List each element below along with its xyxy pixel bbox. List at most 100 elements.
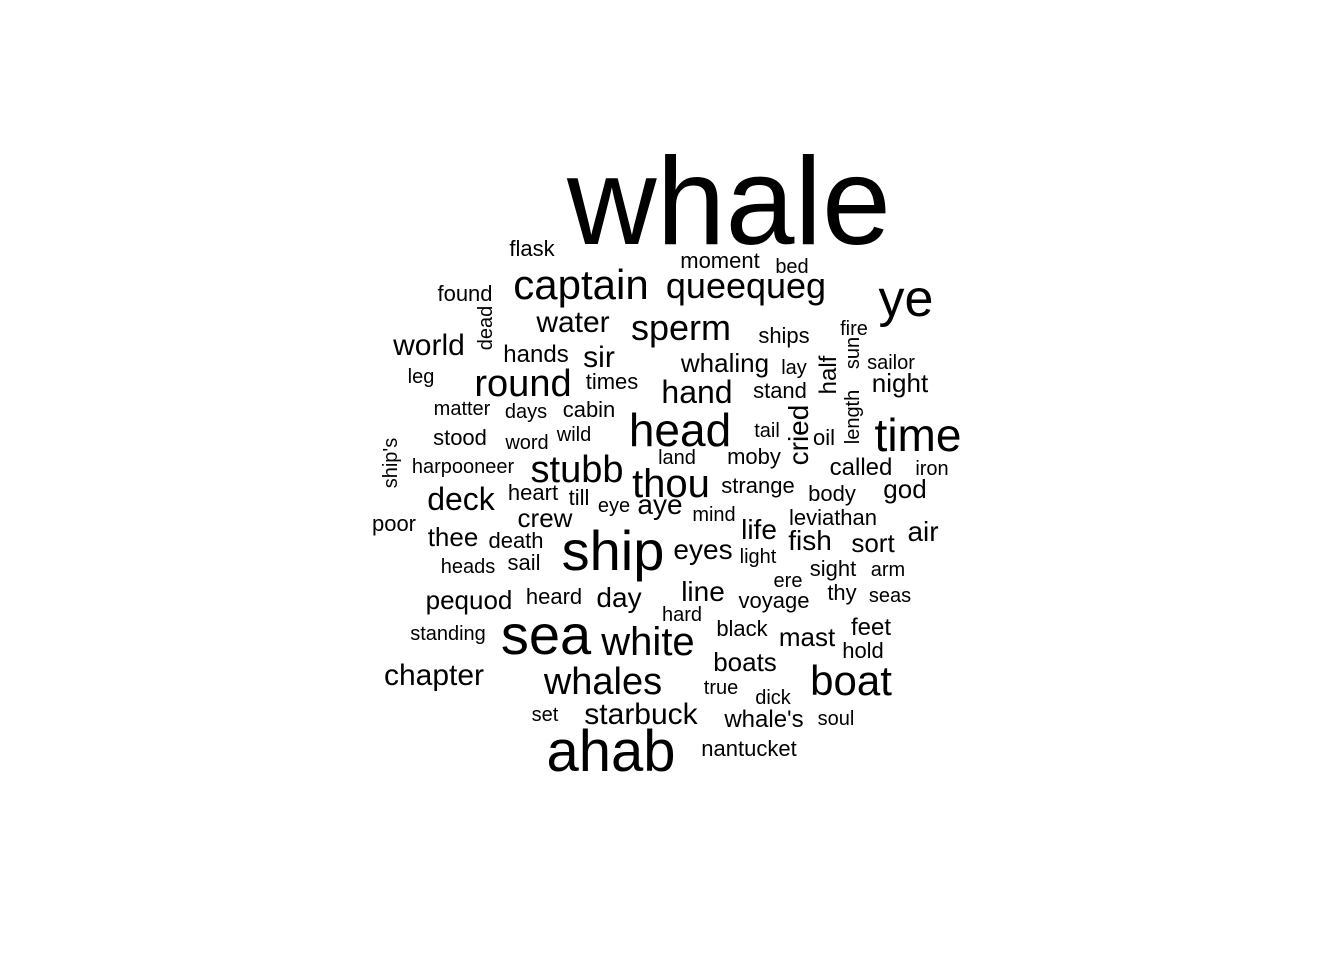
cloud-word: land bbox=[658, 447, 696, 469]
cloud-word: sight bbox=[810, 556, 856, 581]
cloud-word: seas bbox=[869, 585, 911, 607]
cloud-word: half bbox=[815, 355, 842, 394]
cloud-word: night bbox=[872, 368, 929, 398]
cloud-word: tail bbox=[754, 420, 780, 442]
cloud-word: moment bbox=[680, 248, 759, 273]
cloud-word: day bbox=[596, 582, 641, 613]
cloud-word: days bbox=[505, 401, 547, 423]
cloud-word: ye bbox=[879, 270, 934, 328]
cloud-word: aye bbox=[637, 489, 682, 520]
cloud-word: flask bbox=[509, 236, 555, 261]
cloud-word: hand bbox=[661, 374, 732, 410]
cloud-word: set bbox=[532, 704, 559, 726]
cloud-word: oil bbox=[813, 425, 835, 450]
cloud-word: captain bbox=[513, 261, 648, 308]
cloud-word: standing bbox=[410, 623, 486, 645]
cloud-word: boats bbox=[713, 647, 777, 677]
cloud-word: sort bbox=[851, 528, 895, 558]
cloud-word: ship bbox=[562, 519, 665, 582]
cloud-word: queequeg bbox=[666, 265, 826, 306]
cloud-word: fire bbox=[840, 318, 868, 340]
cloud-word: length bbox=[842, 390, 864, 445]
cloud-word: lay bbox=[781, 357, 807, 379]
cloud-word: harpooneer bbox=[412, 456, 515, 478]
cloud-word: true bbox=[704, 677, 738, 699]
cloud-word: iron bbox=[915, 458, 948, 480]
cloud-word: line bbox=[681, 576, 725, 607]
cloud-word: thou bbox=[632, 462, 710, 506]
cloud-word: heard bbox=[526, 584, 582, 609]
cloud-word: air bbox=[907, 516, 938, 547]
cloud-word: eyes bbox=[673, 534, 732, 565]
cloud-word: light bbox=[740, 546, 777, 568]
cloud-word: world bbox=[392, 329, 465, 362]
cloud-word: death bbox=[488, 528, 543, 553]
cloud-word: whale bbox=[566, 133, 891, 271]
cloud-word: hold bbox=[842, 638, 884, 663]
cloud-word: ship's bbox=[380, 438, 402, 489]
cloud-word: feet bbox=[851, 614, 891, 641]
cloud-word: hard bbox=[662, 604, 702, 626]
cloud-word: heads bbox=[441, 556, 496, 578]
cloud-word: found bbox=[437, 281, 492, 306]
cloud-word: wild bbox=[556, 424, 591, 446]
cloud-word: black bbox=[716, 616, 768, 641]
cloud-word: sir bbox=[583, 341, 615, 374]
cloud-word: crew bbox=[518, 503, 573, 533]
cloud-word: matter bbox=[434, 398, 491, 420]
cloud-word: arm bbox=[871, 559, 905, 581]
cloud-word: moby bbox=[727, 444, 781, 469]
cloud-word: thee bbox=[428, 522, 479, 552]
cloud-word: boat bbox=[810, 657, 892, 704]
cloud-word: round bbox=[474, 363, 571, 405]
cloud-word: cried bbox=[783, 405, 814, 466]
cloud-word: sailor bbox=[867, 352, 915, 374]
cloud-word: whale's bbox=[723, 706, 803, 733]
cloud-word: stood bbox=[433, 425, 487, 450]
cloud-word: strange bbox=[721, 473, 794, 498]
cloud-word: sea bbox=[501, 603, 592, 666]
cloud-word: deck bbox=[427, 481, 496, 517]
cloud-word: leviathan bbox=[789, 505, 877, 530]
cloud-word: chapter bbox=[384, 659, 484, 692]
cloud-word: body bbox=[808, 481, 856, 506]
cloud-word: god bbox=[883, 474, 926, 504]
cloud-word: word bbox=[504, 432, 548, 454]
cloud-word: eye bbox=[598, 495, 630, 517]
cloud-word: time bbox=[875, 409, 962, 461]
cloud-word: hands bbox=[503, 341, 568, 368]
cloud-word: mast bbox=[779, 622, 836, 652]
cloud-word: sperm bbox=[631, 307, 731, 348]
cloud-word: water bbox=[535, 306, 609, 339]
cloud-word: ere bbox=[774, 570, 803, 592]
cloud-word: cabin bbox=[563, 397, 616, 422]
cloud-word: soul bbox=[818, 708, 855, 730]
cloud-word: sun bbox=[842, 337, 864, 369]
cloud-word: bed bbox=[775, 256, 808, 278]
cloud-word: dick bbox=[755, 687, 792, 709]
cloud-word: called bbox=[830, 454, 893, 481]
cloud-word: life bbox=[741, 514, 777, 545]
cloud-word: till bbox=[569, 485, 590, 510]
cloud-word: whaling bbox=[680, 348, 769, 378]
cloud-word: heart bbox=[508, 480, 558, 505]
cloud-word: head bbox=[629, 404, 731, 456]
cloud-word: stand bbox=[753, 378, 807, 403]
cloud-word: mind bbox=[692, 504, 735, 526]
cloud-word: times bbox=[586, 369, 639, 394]
cloud-word: dead bbox=[475, 306, 497, 351]
cloud-word: sail bbox=[507, 550, 540, 575]
cloud-word: white bbox=[600, 620, 694, 664]
cloud-word: poor bbox=[372, 511, 416, 536]
cloud-word: leg bbox=[408, 366, 435, 388]
cloud-word: voyage bbox=[739, 588, 810, 613]
cloud-word: pequod bbox=[426, 585, 513, 615]
cloud-word: whales bbox=[543, 661, 662, 703]
cloud-word: nantucket bbox=[701, 736, 796, 761]
cloud-word: thy bbox=[827, 580, 856, 605]
cloud-word: fish bbox=[788, 525, 832, 556]
cloud-word: ahab bbox=[546, 719, 675, 784]
cloud-word: stubb bbox=[531, 449, 624, 491]
cloud-word: starbuck bbox=[584, 698, 698, 731]
